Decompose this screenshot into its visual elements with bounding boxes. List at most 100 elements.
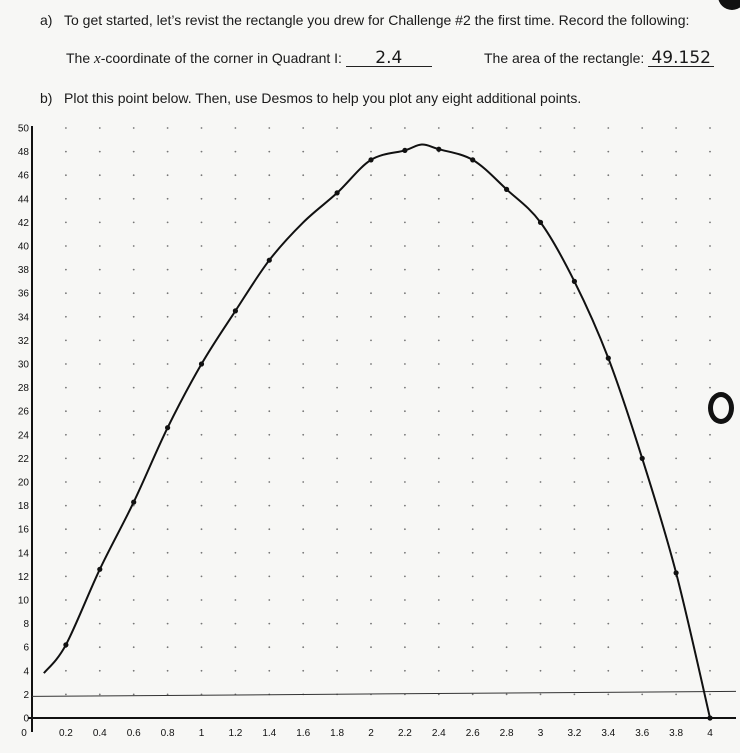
grid-dot xyxy=(200,315,203,318)
data-point xyxy=(198,361,205,367)
grid-dot xyxy=(200,410,203,413)
grid-dot xyxy=(234,127,237,129)
grid-dot xyxy=(404,197,406,200)
grid-dot xyxy=(539,551,542,554)
grid-dot xyxy=(200,268,203,271)
grid-dot xyxy=(336,150,338,153)
grid-dot xyxy=(573,150,576,153)
grid-dot xyxy=(302,127,305,129)
grid-dot xyxy=(336,599,338,601)
grid-dot xyxy=(709,221,711,224)
grid-dot xyxy=(404,504,406,507)
grid-dot xyxy=(98,410,101,413)
grid-dot xyxy=(573,433,576,436)
grid-dot xyxy=(336,386,338,389)
grid-dot xyxy=(268,599,271,601)
grid-dot xyxy=(166,622,169,625)
grid-dot xyxy=(200,646,203,649)
grid-dot xyxy=(132,481,135,483)
grid-dot xyxy=(505,386,508,389)
grid-dot xyxy=(132,457,135,460)
grid-dot xyxy=(370,386,372,389)
grid-dot xyxy=(437,575,440,578)
grid-dot xyxy=(336,363,338,365)
grid-dot xyxy=(200,197,203,200)
grid-dot xyxy=(675,245,677,247)
grid-dot xyxy=(675,410,677,413)
grid-dot xyxy=(404,622,406,625)
grid-dot xyxy=(200,150,203,153)
grid-dot xyxy=(471,646,474,649)
y-tick-label: 30 xyxy=(18,360,30,371)
grid-dot xyxy=(505,575,508,578)
grid-dot xyxy=(573,292,576,295)
grid-dot xyxy=(200,457,203,460)
grid-dot xyxy=(234,528,237,531)
data-point xyxy=(97,566,103,572)
grid-dot xyxy=(98,150,101,153)
y-tick-label: 8 xyxy=(23,619,29,630)
grid-dot xyxy=(675,551,677,554)
grid-dot xyxy=(166,315,169,318)
x-tick-label: 3 xyxy=(538,728,544,739)
grid-dot xyxy=(132,386,135,389)
grid-dot xyxy=(302,174,305,177)
grid-dot xyxy=(268,174,271,177)
grid-dot xyxy=(98,528,101,531)
grid-dot xyxy=(437,363,440,365)
grid-dot xyxy=(234,197,237,200)
y-tick-label: 20 xyxy=(18,478,30,489)
grid-dot xyxy=(166,245,169,247)
grid-dot xyxy=(200,599,203,601)
grid-dot xyxy=(132,245,135,247)
x-coordinate-answer[interactable]: 2.4 xyxy=(345,50,432,67)
curve xyxy=(43,143,711,719)
x-tick-label: 2 xyxy=(368,728,374,739)
grid-dot xyxy=(505,551,508,554)
grid-dot xyxy=(98,575,101,578)
data-point xyxy=(131,499,137,505)
grid-dot xyxy=(505,457,508,460)
grid-dot xyxy=(607,575,610,578)
grid-dot xyxy=(302,646,305,649)
grid-dot xyxy=(370,599,372,601)
grid-dot xyxy=(65,363,67,365)
grid-dot xyxy=(404,292,406,295)
grid-dot xyxy=(573,127,576,129)
grid-dot xyxy=(573,339,576,342)
data-point xyxy=(334,190,340,196)
grid-dot xyxy=(641,551,644,554)
grid-dot xyxy=(166,528,169,531)
grid-dot xyxy=(709,150,711,153)
grid-dot xyxy=(65,315,67,318)
grid-dot xyxy=(573,481,576,483)
grid-dot xyxy=(404,221,406,224)
grid-dot xyxy=(336,575,338,578)
grid-dot xyxy=(200,504,203,507)
grid-dot xyxy=(370,646,372,649)
grid-dot xyxy=(641,221,644,224)
y-tick-label: 36 xyxy=(18,289,30,300)
area-answer[interactable]: 49.152 xyxy=(648,50,715,67)
grid-dot xyxy=(539,363,542,365)
grid-dot xyxy=(471,127,474,129)
grid-dot xyxy=(675,150,677,153)
grid-dot xyxy=(166,693,169,696)
grid-dot xyxy=(302,504,305,507)
grid-dot xyxy=(404,551,406,554)
y-tick-label: 18 xyxy=(18,501,30,512)
grid-dot xyxy=(607,622,610,625)
grid-dot xyxy=(370,481,372,483)
data-point xyxy=(402,147,408,153)
grid-dot xyxy=(607,646,610,649)
grid-dot xyxy=(641,433,644,436)
area-label: The area of the rectangle: xyxy=(484,50,645,66)
x-label-var: x xyxy=(94,51,101,67)
grid-dot xyxy=(573,504,576,507)
y-tick-label: 46 xyxy=(18,171,30,182)
grid-dot xyxy=(539,599,542,601)
grid-dot xyxy=(336,622,338,625)
grid-dot xyxy=(65,504,67,507)
grid-dot xyxy=(268,127,271,129)
